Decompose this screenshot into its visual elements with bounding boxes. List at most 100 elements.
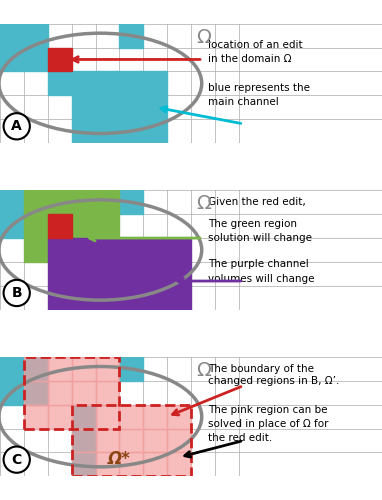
Bar (48, 238, 72, 262)
Bar (119, 96, 143, 119)
Bar (167, 428, 191, 452)
Text: blue represents the: blue represents the (208, 83, 310, 93)
Bar (96, 357, 119, 381)
Bar (143, 119, 167, 143)
Bar (119, 262, 143, 286)
Bar (167, 262, 191, 286)
Bar (72, 452, 96, 476)
Bar (24, 238, 48, 262)
Text: A: A (11, 120, 22, 134)
Bar (96, 381, 119, 404)
Text: $\Omega$: $\Omega$ (196, 28, 212, 46)
Bar (119, 24, 143, 48)
Bar (72, 428, 96, 452)
Text: location of an edit: location of an edit (208, 40, 302, 50)
Bar (24, 190, 48, 214)
Bar (0, 190, 24, 214)
Text: changed regions in B, Ω’.: changed regions in B, Ω’. (208, 376, 339, 386)
Bar (119, 238, 143, 262)
Bar (143, 286, 167, 310)
Bar (72, 286, 96, 310)
Bar (24, 404, 48, 428)
Bar (143, 428, 167, 452)
Text: The purple channel: The purple channel (208, 260, 308, 270)
Bar (96, 214, 119, 238)
Bar (24, 381, 48, 404)
Bar (24, 190, 48, 214)
Bar (119, 119, 143, 143)
Text: volumes will change: volumes will change (208, 274, 314, 283)
Bar (72, 404, 96, 428)
Bar (96, 238, 119, 262)
Bar (24, 214, 48, 238)
Bar (96, 452, 119, 476)
Text: C: C (11, 452, 22, 466)
Bar (96, 262, 119, 286)
Bar (119, 286, 143, 310)
Bar (96, 404, 119, 428)
Bar (24, 381, 48, 404)
Bar (96, 428, 119, 452)
Bar (48, 214, 72, 238)
Bar (119, 428, 143, 452)
Bar (24, 357, 119, 428)
Bar (143, 404, 167, 428)
Bar (48, 238, 72, 262)
Bar (96, 96, 119, 119)
Bar (143, 262, 167, 286)
Bar (72, 262, 96, 286)
Bar (72, 72, 96, 96)
Bar (0, 24, 24, 48)
Bar (72, 452, 96, 476)
Bar (143, 238, 167, 262)
Text: The boundary of the: The boundary of the (208, 364, 314, 374)
Bar (0, 381, 24, 404)
Bar (167, 404, 191, 428)
Text: the red edit.: the red edit. (208, 433, 272, 443)
Bar (48, 72, 72, 96)
Bar (72, 119, 96, 143)
Bar (48, 262, 72, 286)
Bar (143, 238, 167, 262)
Text: Ω*: Ω* (107, 450, 130, 468)
Text: Given the red edit,: Given the red edit, (208, 197, 306, 207)
Bar (72, 96, 96, 119)
Bar (167, 238, 191, 262)
Bar (24, 357, 48, 381)
Bar (96, 119, 119, 143)
Bar (119, 72, 143, 96)
Bar (96, 286, 119, 310)
Bar (72, 428, 96, 452)
Bar (48, 238, 72, 262)
Bar (0, 48, 24, 72)
Bar (24, 357, 48, 381)
Bar (143, 72, 167, 96)
Bar (72, 238, 96, 262)
Text: main channel: main channel (208, 98, 278, 108)
Bar (167, 286, 191, 310)
Bar (119, 190, 143, 214)
Bar (0, 214, 24, 238)
Bar (24, 214, 48, 238)
Bar (143, 96, 167, 119)
Bar (119, 286, 143, 310)
Text: B: B (11, 286, 22, 300)
Circle shape (3, 280, 30, 306)
Bar (167, 452, 191, 476)
Bar (96, 262, 119, 286)
Bar (48, 404, 72, 428)
Text: $\Omega$: $\Omega$ (196, 361, 212, 380)
Bar (24, 24, 48, 48)
Bar (48, 214, 72, 238)
Bar (119, 238, 143, 262)
Bar (143, 286, 167, 310)
Text: in the domain Ω: in the domain Ω (208, 54, 291, 64)
Bar (119, 452, 143, 476)
Bar (143, 452, 167, 476)
Bar (72, 214, 96, 238)
Bar (96, 286, 119, 310)
Bar (72, 262, 96, 286)
Text: The green region: The green region (208, 218, 297, 228)
Bar (72, 238, 96, 262)
Bar (72, 404, 96, 428)
